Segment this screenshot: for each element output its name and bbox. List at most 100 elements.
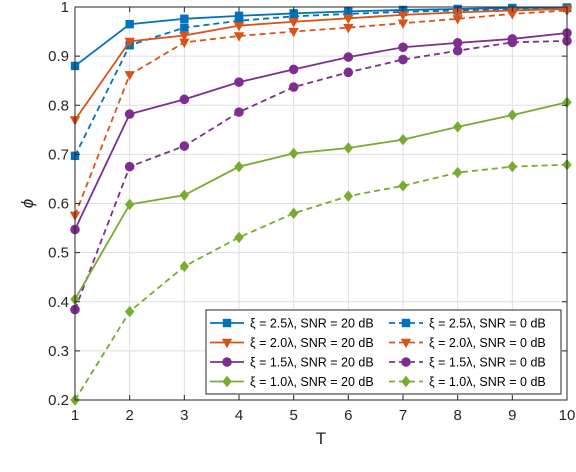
- data-point: [507, 109, 518, 121]
- x-tick-label: 1: [71, 407, 79, 424]
- data-point: [234, 160, 244, 173]
- legend-item: ξ = 2.5λ, SNR = 20 dB: [210, 317, 374, 331]
- y-tick-label: 0.3: [48, 343, 69, 360]
- data-point: [234, 11, 244, 21]
- data-point: [343, 23, 354, 34]
- legend-label: ξ = 2.0λ, SNR = 0 dB: [429, 336, 546, 350]
- data-point: [288, 82, 299, 92]
- legend-box: [205, 309, 562, 395]
- data-point: [124, 109, 135, 119]
- legend-label: ξ = 1.0λ, SNR = 20 dB: [250, 375, 374, 389]
- data-point: [233, 32, 245, 42]
- data-point: [452, 45, 463, 56]
- legend-marker: [222, 357, 232, 367]
- data-point: [125, 19, 134, 29]
- legend-marker: [401, 375, 411, 388]
- legend-marker: [401, 357, 411, 367]
- series-line: [74, 101, 568, 300]
- data-point: [398, 133, 408, 146]
- data-point: [343, 14, 354, 24]
- data-point: [234, 77, 244, 87]
- data-point: [507, 160, 518, 173]
- data-point: [289, 12, 298, 21]
- data-point: [452, 8, 463, 19]
- x-axis-label: T: [316, 429, 326, 448]
- data-point: [179, 141, 190, 151]
- series-1: [70, 3, 572, 161]
- data-point: [234, 16, 244, 25]
- data-point: [398, 42, 408, 53]
- axis-ticks: 1 2 3 4 5 6 7 8 9 10 0.2 0.3 0.4 0.5 0.6 0.7 0.8 0.9 1: [48, 0, 575, 424]
- legend-item: ξ = 1.0λ, SNR = 20 dB: [210, 375, 374, 389]
- series-line: [74, 32, 568, 230]
- data-point: [507, 37, 518, 48]
- data-point: [124, 161, 135, 172]
- x-tick-label: 7: [399, 407, 407, 424]
- y-tick-label: 0.2: [48, 392, 69, 409]
- data-point: [124, 37, 135, 48]
- data-point: [452, 15, 463, 25]
- data-point: [180, 23, 189, 32]
- y-axis-label: ϕ: [18, 199, 37, 208]
- legend-item: ξ = 1.0λ, SNR = 0 dB: [389, 375, 546, 389]
- y-tick-label: 0.9: [48, 48, 69, 65]
- x-tick-label: 3: [180, 407, 188, 424]
- series-line: [74, 39, 568, 310]
- data-point: [452, 166, 463, 179]
- series-line: [74, 6, 568, 67]
- x-tick-label: 4: [235, 407, 243, 424]
- data-point: [124, 198, 135, 211]
- legend-item: ξ = 2.0λ, SNR = 20 dB: [210, 336, 374, 350]
- series-0: [70, 3, 572, 71]
- data-point: [507, 10, 518, 20]
- data-point: [343, 67, 354, 78]
- legend-marker: [221, 338, 233, 349]
- legend-item: ξ = 1.5λ, SNR = 0 dB: [389, 356, 546, 370]
- data-point: [343, 190, 354, 202]
- data-point: [452, 38, 463, 48]
- y-tick-label: 0.6: [48, 196, 69, 213]
- series-line: [74, 8, 568, 121]
- legend-label: ξ = 1.5λ, SNR = 20 dB: [250, 356, 374, 370]
- data-point: [452, 121, 463, 133]
- legend-item: ξ = 2.0λ, SNR = 0 dB: [389, 336, 546, 350]
- data-point: [234, 231, 244, 244]
- data-point: [343, 142, 354, 154]
- data-point: [398, 180, 408, 192]
- series-5: [70, 36, 572, 315]
- legend-item: ξ = 1.5λ, SNR = 20 dB: [210, 356, 374, 370]
- data-point: [288, 64, 299, 75]
- series-6: [70, 96, 572, 305]
- data-point: [124, 305, 135, 318]
- x-tick-label: 5: [289, 407, 297, 424]
- legend-marker: [401, 318, 411, 328]
- data-point: [288, 27, 299, 38]
- series-line: [74, 163, 568, 401]
- data-point: [343, 52, 354, 62]
- data-point: [288, 147, 299, 160]
- legend-label: ξ = 2.5λ, SNR = 20 dB: [250, 317, 374, 331]
- series-line: [74, 9, 568, 216]
- legend: ξ = 2.5λ, SNR = 20 dB ξ = 2.5λ, SNR = 0 d…: [205, 309, 562, 395]
- legend-label: ξ = 2.5λ, SNR = 0 dB: [429, 317, 546, 331]
- x-tick-label: 2: [125, 407, 133, 424]
- series-line: [74, 7, 568, 157]
- data-point: [179, 94, 190, 105]
- data-point: [180, 14, 189, 23]
- legend-label: ξ = 1.0λ, SNR = 0 dB: [429, 375, 546, 389]
- data-point: [398, 54, 408, 65]
- y-tick-label: 0.4: [48, 294, 69, 311]
- legend-marker: [222, 318, 232, 328]
- data-point: [179, 260, 190, 273]
- data-point: [124, 71, 135, 81]
- series-3: [69, 6, 573, 221]
- x-tick-label: 10: [559, 407, 576, 424]
- data-point: [397, 19, 409, 29]
- series-7: [70, 158, 572, 406]
- legend-label: ξ = 1.5λ, SNR = 0 dB: [429, 356, 546, 370]
- legend-marker: [222, 375, 232, 388]
- data-point: [179, 31, 190, 42]
- data-point: [397, 11, 409, 21]
